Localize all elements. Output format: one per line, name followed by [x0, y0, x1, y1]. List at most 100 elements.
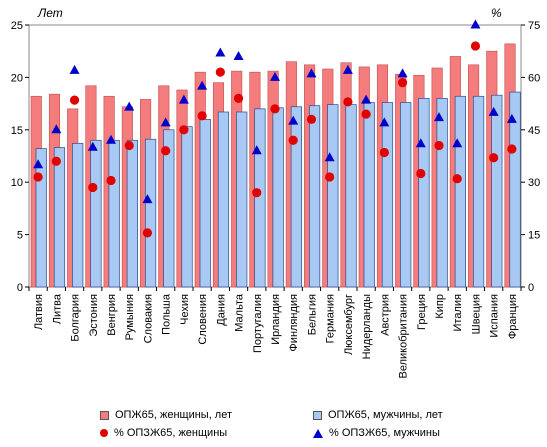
bar-men-life-expectancy — [400, 102, 412, 288]
legend-swatch-women-dot — [100, 429, 108, 437]
x-axis-category-label: Португалия — [252, 294, 264, 353]
bar-men-life-expectancy — [163, 129, 175, 288]
bar-men-life-expectancy — [472, 95, 485, 288]
bar-men-life-expectancy — [53, 147, 66, 288]
marker-men-healthy-share — [215, 47, 226, 57]
legend-item-men-healthy-share: % ОПЗЖ65, мужчины — [313, 427, 440, 439]
marker-men-healthy-share — [415, 138, 426, 148]
marker-men-healthy-share — [434, 112, 444, 122]
marker-men-healthy-share — [361, 94, 372, 104]
bar-men-life-expectancy — [491, 94, 503, 288]
x-axis-category-label: Франция — [507, 294, 519, 339]
marker-men-healthy-share — [270, 71, 280, 81]
bar-men-life-expectancy — [72, 143, 84, 288]
marker-men-healthy-share — [379, 117, 390, 127]
legend-swatch-women-bar — [100, 410, 109, 420]
bar-men-life-expectancy — [236, 111, 248, 288]
bar-men-life-expectancy — [126, 139, 138, 288]
marker-men-healthy-share — [124, 101, 135, 111]
x-axis-category-label: Эстония — [88, 294, 100, 337]
right-axis-tick-label: 15 — [528, 230, 540, 242]
x-axis-category-label: Польша — [161, 293, 173, 335]
marker-women-healthy-share — [215, 67, 225, 77]
chart-legend: ОПЖ65, женщины, лет ОПЖ65, мужчины, лет … — [0, 405, 547, 447]
marker-men-healthy-share — [51, 124, 62, 134]
marker-women-healthy-share — [51, 156, 61, 166]
bar-men-life-expectancy — [345, 104, 357, 288]
marker-women-healthy-share — [233, 93, 244, 103]
marker-women-healthy-share — [343, 97, 353, 107]
x-axis-category-label: Болгария — [70, 294, 82, 342]
marker-women-healthy-share — [434, 140, 444, 151]
left-axis-tick-label: 5 — [17, 230, 23, 242]
marker-men-healthy-share — [470, 19, 481, 29]
bar-men-life-expectancy — [418, 98, 430, 288]
marker-men-healthy-share — [69, 64, 80, 74]
marker-women-healthy-share — [306, 114, 317, 124]
marker-women-healthy-share — [489, 153, 499, 163]
x-axis-category-label: Испания — [489, 294, 501, 338]
marker-women-healthy-share — [397, 78, 408, 88]
bar-men-life-expectancy — [254, 108, 266, 288]
x-axis-category-label: Финляндия — [288, 294, 300, 352]
x-axis-category-label: Австрия — [379, 294, 391, 336]
x-axis-category-label: Чехия — [179, 294, 191, 325]
legend-label-women-healthy-share: % ОПЗЖ65, женщины — [114, 427, 228, 439]
legend-label-women-life-expectancy: ОПЖ65, женщины, лет — [115, 409, 233, 421]
x-axis-category-label: Германия — [325, 294, 337, 343]
bar-men-life-expectancy — [90, 139, 102, 288]
x-axis-category-label: Латвия — [33, 294, 45, 330]
marker-men-healthy-share — [342, 64, 353, 74]
right-axis-tick-label: 45 — [528, 125, 540, 137]
x-axis-category-label: Словения — [197, 294, 209, 345]
marker-men-healthy-share — [197, 80, 208, 90]
marker-women-healthy-share — [33, 172, 43, 182]
x-axis-category-label: Румыния — [124, 294, 136, 340]
x-axis-category-label: Литва — [51, 293, 63, 324]
marker-men-healthy-share — [160, 117, 171, 127]
bar-men-life-expectancy — [509, 91, 521, 288]
marker-women-healthy-share — [270, 104, 280, 114]
legend-swatch-men-bar — [313, 410, 322, 420]
marker-women-healthy-share — [416, 168, 426, 179]
x-axis-category-label: Швеция — [470, 294, 482, 334]
bar-men-life-expectancy — [272, 107, 284, 288]
bar-men-life-expectancy — [290, 106, 302, 288]
marker-women-healthy-share — [507, 144, 517, 154]
marker-men-healthy-share — [106, 134, 116, 144]
marker-men-healthy-share — [488, 106, 499, 116]
marker-women-healthy-share — [161, 146, 171, 156]
marker-women-healthy-share — [379, 147, 389, 158]
bar-men-life-expectancy — [327, 104, 339, 288]
legend-label-men-life-expectancy: ОПЖ65, мужчины, лет — [328, 409, 443, 421]
x-axis-category-label: Кипр — [434, 294, 446, 319]
left-axis-tick-label: 15 — [11, 125, 23, 137]
marker-women-healthy-share — [88, 182, 98, 193]
marker-men-healthy-share — [87, 141, 98, 151]
marker-men-healthy-share — [306, 68, 317, 78]
legend-item-men-life-expectancy: ОПЖ65, мужчины, лет — [313, 409, 443, 421]
x-axis-category-label: Люксембург — [343, 294, 355, 355]
marker-men-healthy-share — [233, 50, 244, 60]
marker-men-healthy-share — [324, 152, 335, 162]
bar-men-life-expectancy — [144, 138, 157, 288]
left-axis-tick-label: 25 — [11, 20, 23, 32]
marker-men-healthy-share — [178, 94, 189, 104]
right-axis-tick-label: 0 — [528, 282, 534, 294]
marker-women-healthy-share — [124, 140, 134, 151]
combo-chart: 0 5 10 15 20 25 0 15 30 45 60 75 Латвия Литва Болгария… — [11, 19, 540, 378]
right-axis-tick-label: 30 — [528, 177, 540, 189]
marker-women-healthy-share — [142, 228, 153, 238]
bar-men-life-expectancy — [308, 105, 321, 288]
x-axis-category-label: Венгрия — [106, 294, 118, 336]
bar-men-life-expectancy — [381, 102, 394, 288]
right-axis-tick-label: 60 — [528, 72, 540, 84]
marker-women-healthy-share — [470, 41, 481, 51]
bar-men-life-expectancy — [363, 102, 375, 288]
marker-men-healthy-share — [33, 159, 44, 169]
right-axis-tick-label: 75 — [528, 20, 540, 32]
left-axis-tick-label: 0 — [17, 282, 23, 294]
legend-item-women-life-expectancy: ОПЖ65, женщины, лет — [100, 409, 232, 421]
x-axis-category-label: Дания — [215, 294, 227, 326]
x-axis-category-label: Мальта — [234, 293, 246, 332]
